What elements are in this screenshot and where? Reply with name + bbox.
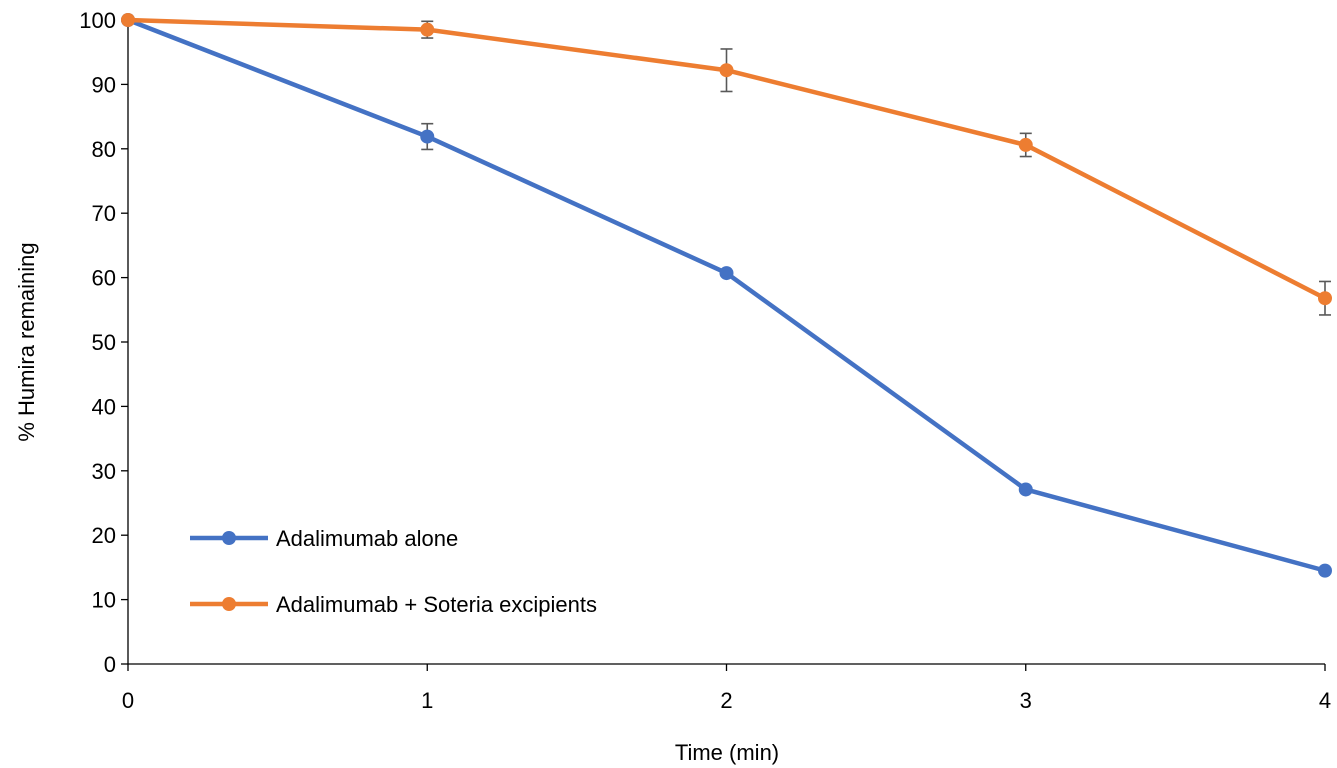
y-tick-label: 90 — [92, 72, 116, 97]
x-tick-label: 1 — [421, 688, 433, 713]
series-line — [127, 17, 1326, 573]
x-tick-label: 3 — [1020, 688, 1032, 713]
legend: Adalimumab alone Adalimumab + Soteria exc… — [190, 526, 597, 617]
series-2 — [121, 13, 1332, 316]
data-point — [1018, 482, 1033, 497]
y-tick-label: 10 — [92, 588, 116, 613]
legend-item-1: Adalimumab alone — [190, 526, 458, 551]
data-point — [420, 22, 435, 37]
y-tick-label: 80 — [92, 137, 116, 162]
data-point — [121, 13, 135, 27]
data-point — [1318, 563, 1332, 578]
data-point — [719, 266, 734, 281]
data-point — [420, 129, 435, 144]
data-point — [719, 63, 734, 78]
x-axis-title: Time (min) — [675, 740, 779, 765]
legend-marker — [222, 597, 236, 611]
y-tick-label: 20 — [92, 523, 116, 548]
y-tick-label: 100 — [79, 8, 116, 33]
y-tick-label: 30 — [92, 459, 116, 484]
y-tick-label: 40 — [92, 394, 116, 419]
y-tick-label: 70 — [92, 201, 116, 226]
y-tick-label: 60 — [92, 266, 116, 291]
data-point — [1318, 291, 1332, 306]
legend-item-2: Adalimumab + Soteria excipients — [190, 592, 597, 617]
legend-label: Adalimumab alone — [276, 526, 458, 551]
x-axis-ticks: 0 1 2 3 4 — [122, 664, 1331, 713]
y-tick-label: 0 — [104, 652, 116, 677]
data-point — [1018, 137, 1033, 152]
legend-marker — [222, 531, 236, 545]
series-layer — [121, 13, 1332, 578]
x-tick-label: 4 — [1319, 688, 1331, 713]
x-tick-label: 2 — [720, 688, 732, 713]
x-tick-label: 0 — [122, 688, 134, 713]
series-1 — [121, 13, 1332, 578]
y-axis-ticks: 0 10 20 30 40 50 60 70 80 90 100 — [79, 8, 128, 677]
legend-label: Adalimumab + Soteria excipients — [276, 592, 597, 617]
y-tick-label: 50 — [92, 330, 116, 355]
y-axis-title: % Humira remaining — [14, 242, 39, 441]
